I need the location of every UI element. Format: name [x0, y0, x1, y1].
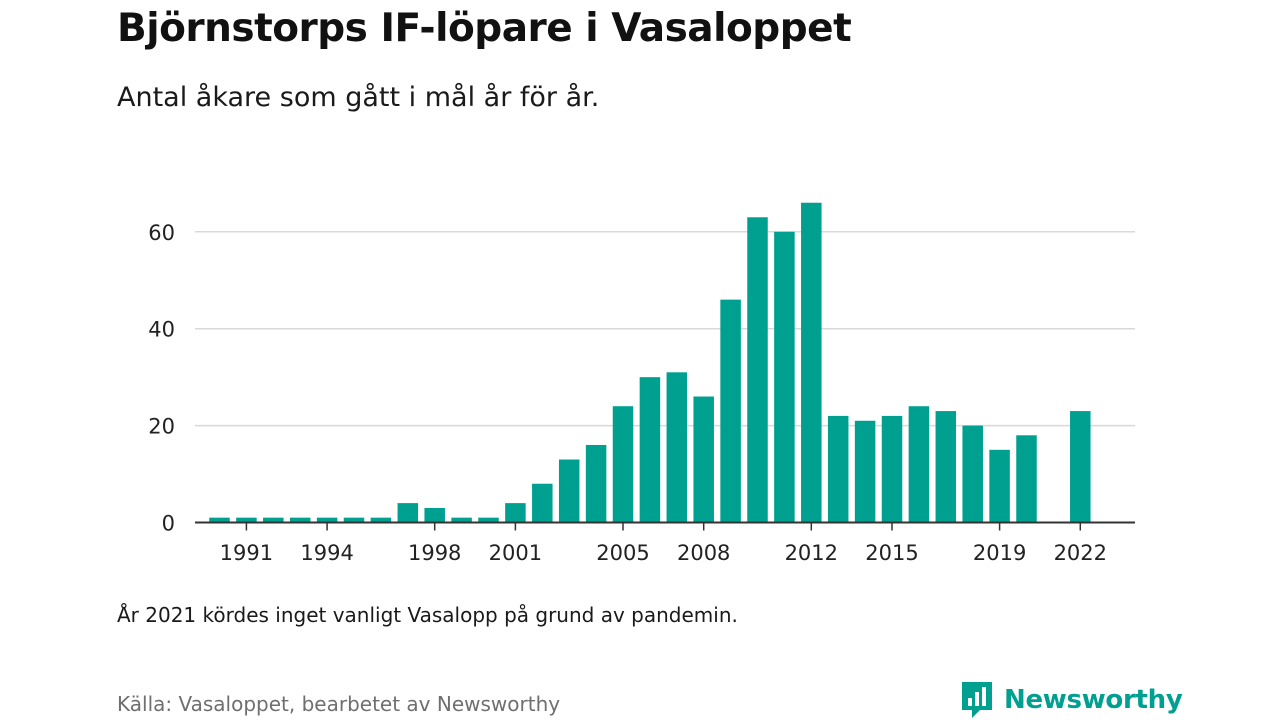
bar	[827, 415, 849, 523]
bar	[236, 517, 257, 523]
bar	[532, 483, 553, 523]
bar	[1070, 411, 1091, 523]
bar	[397, 503, 419, 523]
bar	[881, 415, 903, 523]
bar	[289, 517, 311, 523]
newsworthy-logo-icon	[962, 682, 992, 718]
x-tick-label: 1994	[300, 541, 353, 565]
bar	[316, 517, 338, 523]
bar	[343, 517, 365, 523]
bar	[854, 420, 876, 523]
brand-name: Newsworthy	[1004, 685, 1183, 715]
chart-title: Björnstorps IF-löpare i Vasaloppet	[117, 6, 852, 51]
bar	[585, 444, 607, 523]
x-tick-label: 2005	[596, 541, 649, 565]
brand-logo: Newsworthy	[960, 680, 1183, 720]
x-tick-label: 2008	[677, 541, 730, 565]
x-tick-label: 2012	[785, 541, 838, 565]
y-tick-label: 60	[148, 221, 175, 245]
bar	[370, 517, 392, 523]
bar	[908, 406, 930, 523]
bar	[1016, 435, 1037, 523]
x-tick-label: 2015	[865, 541, 918, 565]
y-tick-label: 40	[148, 318, 175, 342]
x-tick-label: 2001	[489, 541, 542, 565]
y-tick-label: 0	[162, 512, 175, 536]
bar	[451, 517, 472, 523]
bar	[505, 503, 526, 523]
chart-subtitle: Antal åkare som gått i mål år för år.	[117, 82, 600, 113]
bar-chart: 0 20 40 60 1991 1994 1998 2001 2005 2008 2012 2015 2…	[148, 202, 1135, 565]
bar	[989, 449, 1010, 523]
bar	[747, 217, 768, 523]
bar	[478, 517, 499, 523]
x-tick-label: 2019	[973, 541, 1026, 565]
x-tick-label: 1991	[220, 541, 273, 565]
x-tick-label: 2022	[1054, 541, 1107, 565]
bar	[774, 231, 795, 523]
bar	[693, 396, 714, 523]
bar	[666, 372, 688, 523]
bar	[935, 411, 957, 523]
bar	[720, 299, 741, 523]
source-text: Källa: Vasaloppet, bearbetet av Newswort…	[117, 692, 561, 716]
bar	[424, 507, 445, 523]
y-tick-label: 20	[148, 415, 175, 439]
bar	[209, 517, 230, 523]
bar	[612, 406, 634, 523]
bar	[639, 377, 661, 523]
x-tick-label: 1998	[408, 541, 461, 565]
bar	[962, 425, 983, 523]
bar	[801, 202, 822, 523]
bar	[558, 459, 580, 523]
bar	[263, 517, 284, 523]
chart-note: År 2021 kördes inget vanligt Vasalopp på…	[117, 603, 738, 627]
